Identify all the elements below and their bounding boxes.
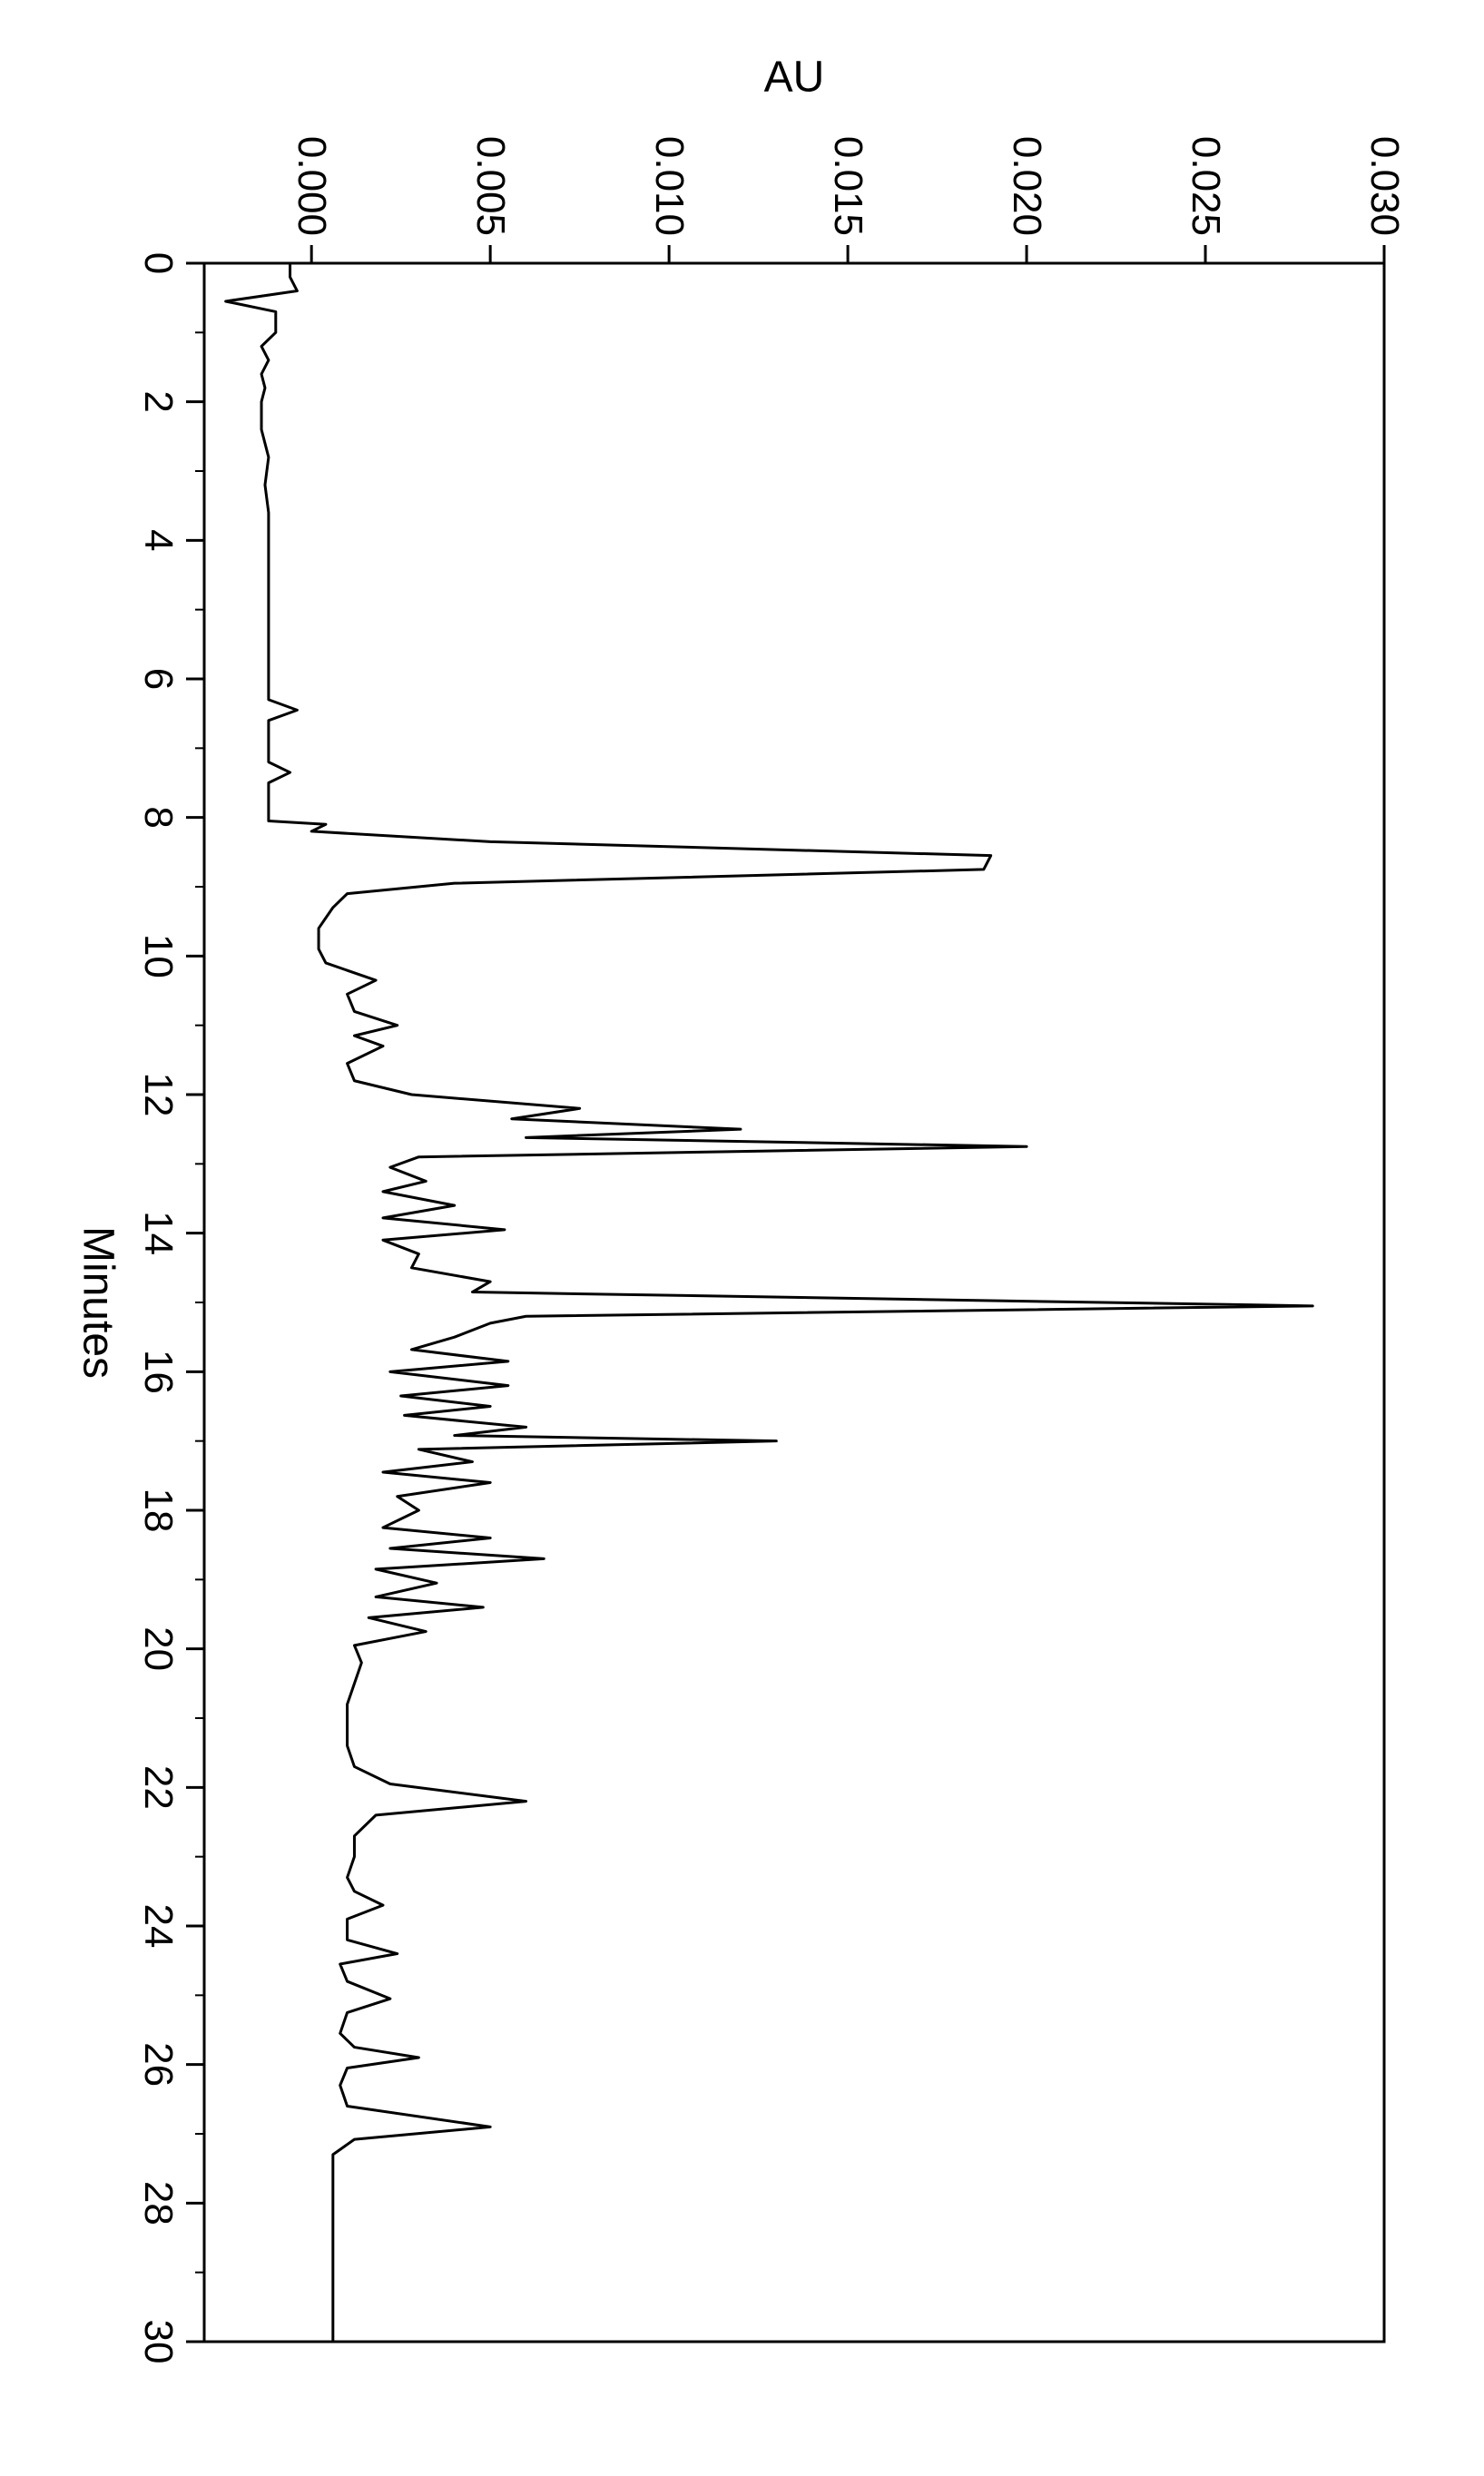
x-tick-label: 2 [135,390,181,412]
y-tick-label: 0.020 [1004,136,1049,236]
chart-labels-layer: 0246810121416182022242628300.0000.0050.0… [0,0,1484,2476]
x-tick-label: 6 [135,668,181,690]
y-tick-label: 0.010 [646,136,692,236]
x-tick-label: 0 [135,252,181,274]
x-tick-label: 30 [135,2320,181,2364]
chromatogram-chart: 0246810121416182022242628300.0000.0050.0… [0,0,1484,2476]
x-tick-label: 22 [135,1765,181,1810]
y-tick-label: 0.030 [1361,136,1407,236]
x-tick-label: 20 [135,1626,181,1671]
x-tick-label: 10 [135,934,181,978]
stage: 0246810121416182022242628300.0000.0050.0… [0,0,1484,2476]
y-tick-label: 0.025 [1183,136,1228,236]
x-tick-label: 4 [135,529,181,551]
x-tick-label: 16 [135,1350,181,1394]
x-tick-label: 26 [135,2042,181,2087]
x-axis-label: Minutes [74,1226,123,1379]
x-tick-label: 12 [135,1073,181,1117]
y-axis-label: AU [764,53,825,103]
x-tick-label: 24 [135,1904,181,1949]
y-tick-label: 0.015 [825,136,870,236]
y-tick-label: 0.000 [289,136,334,236]
x-tick-label: 14 [135,1211,181,1255]
x-tick-label: 18 [135,1489,181,1533]
x-tick-label: 8 [135,806,181,828]
y-tick-label: 0.005 [467,136,513,236]
x-tick-label: 28 [135,2181,181,2225]
